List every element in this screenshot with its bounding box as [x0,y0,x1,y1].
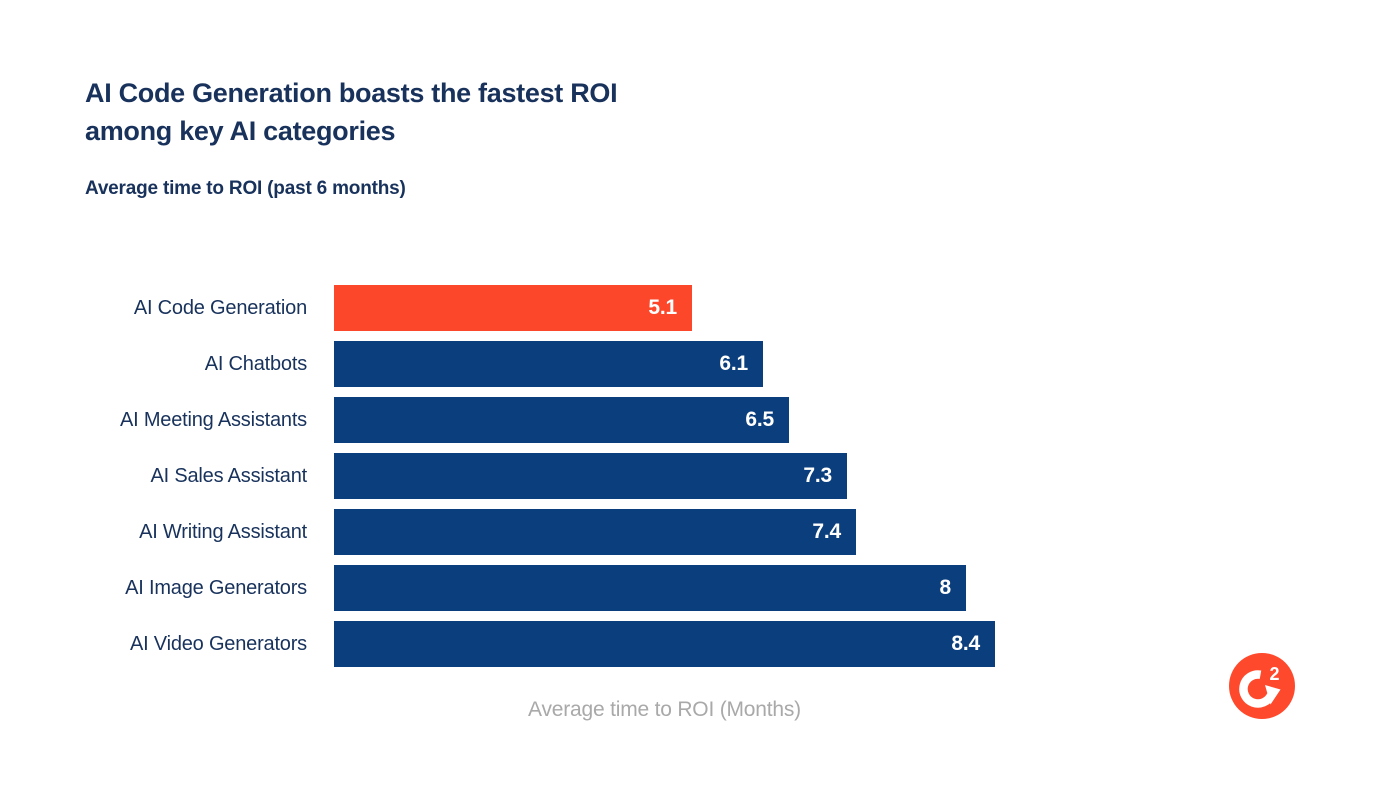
bar-value-label: 5.1 [648,296,677,319]
chart-row: AI Code Generation 5.1 [0,285,1380,331]
bar-value-label: 8.4 [951,632,980,655]
chart-subtitle: Average time to ROI (past 6 months) [85,178,406,199]
bar: 8.4 [334,621,995,667]
bar: 7.4 [334,509,856,555]
category-label: AI Sales Assistant [150,464,308,487]
chart-title: AI Code Generation boasts the fastest RO… [85,78,618,146]
x-axis-label: Average time to ROI (Months) [528,698,801,721]
bar: 6.1 [334,341,763,387]
category-label: AI Video Generators [129,632,307,655]
bar: 6.5 [334,397,789,443]
g2-logo-superscript: 2 [1270,664,1280,684]
g2-logo: 2 [1229,653,1295,719]
chart-rows: AI Code Generation 5.1 AI Chatbots 6.1 A… [0,285,1380,677]
chart-row: AI Image Generators 8 [0,565,1380,611]
category-label: AI Writing Assistant [139,520,307,543]
chart-row: AI Meeting Assistants 6.5 [0,397,1380,443]
bar: 7.3 [334,453,847,499]
bar-value-label: 6.1 [719,352,748,375]
category-label: AI Image Generators [125,576,307,599]
chart-row: AI Video Generators 8.4 [0,621,1380,667]
category-label: AI Meeting Assistants [119,408,307,431]
chart-row: AI Sales Assistant 7.3 [0,453,1380,499]
category-label: AI Code Generation [133,296,307,319]
chart-row: AI Writing Assistant 7.4 [0,509,1380,555]
chart-row: AI Chatbots 6.1 [0,341,1380,387]
bar: 8 [334,565,966,611]
bar: 5.1 [334,285,692,331]
bar-value-label: 7.4 [812,520,841,543]
category-label: AI Chatbots [204,352,308,375]
bar-value-label: 8 [939,576,952,599]
g2-logo-icon: 2 [1229,653,1295,719]
bar-value-label: 7.3 [803,464,832,487]
bar-value-label: 6.5 [745,408,774,431]
